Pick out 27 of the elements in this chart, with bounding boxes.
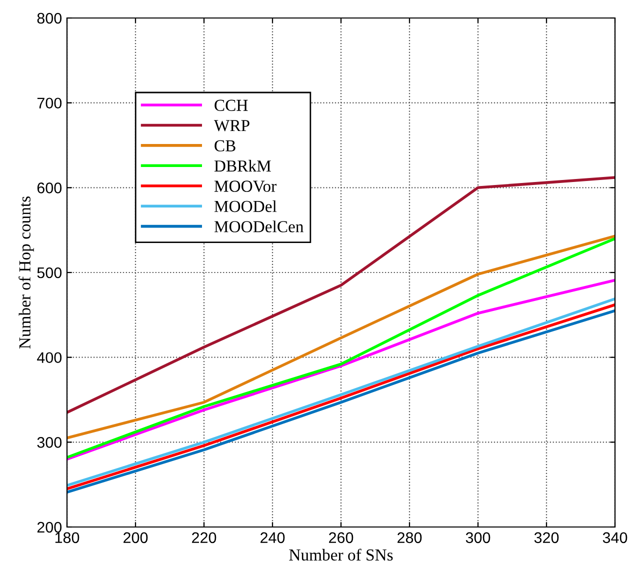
legend-label: DBRkM: [214, 160, 271, 172]
y-axis-title: Number of Hop counts: [18, 196, 34, 349]
y-tick-label: 600: [37, 182, 62, 194]
legend-label: WRP: [214, 120, 250, 132]
x-tick-label: 240: [260, 532, 285, 544]
y-tick-label: 500: [37, 267, 62, 278]
legend-label: CB: [214, 140, 236, 152]
y-tick-label: 800: [37, 12, 62, 24]
x-tick-label: 180: [55, 532, 80, 544]
legend-label: CCH: [214, 100, 248, 111]
x-tick-label: 260: [329, 532, 354, 544]
x-tick-label: 280: [398, 532, 422, 544]
line-series: [67, 278, 615, 461]
x-tick-label: 340: [602, 532, 628, 544]
y-tick-label: 400: [37, 352, 62, 364]
x-axis-title: Number of SNs: [289, 548, 393, 561]
line-series: [67, 176, 615, 414]
legend-label: MOODel: [214, 200, 277, 212]
legend-label: MOOVor: [214, 180, 276, 192]
y-tick-label: 200: [37, 522, 62, 533]
y-tick-label: 300: [37, 437, 62, 448]
x-tick-label: 320: [534, 532, 559, 544]
legend-label: MOODelCen: [214, 220, 304, 232]
y-tick-label: 700: [37, 98, 62, 109]
x-tick-label: 200: [124, 532, 148, 544]
x-tick-label: 300: [466, 532, 490, 544]
x-tick-label: 220: [192, 532, 216, 544]
